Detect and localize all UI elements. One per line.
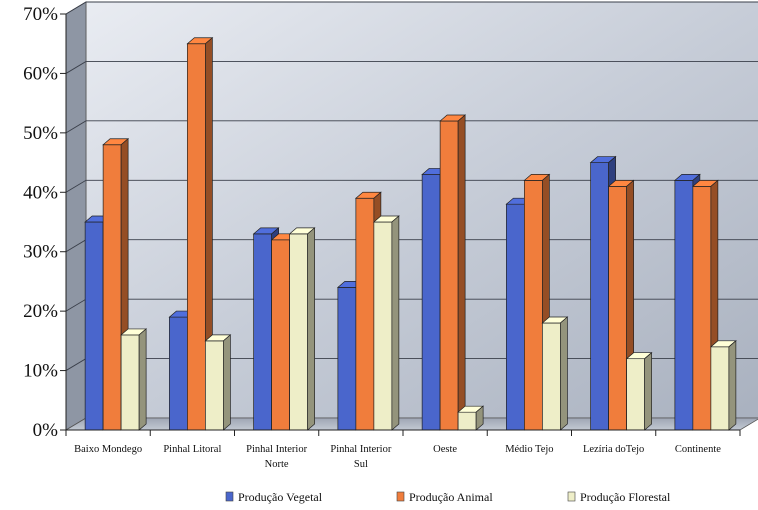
gridline bbox=[65, 60, 758, 74]
bar bbox=[186, 36, 214, 431]
gridline bbox=[65, 1, 758, 15]
x-category-label: Médio Tejo bbox=[505, 444, 553, 455]
legend-swatch bbox=[567, 491, 576, 502]
legend: Produção Vegetal Produção Animal Produção … bbox=[225, 490, 671, 504]
y-tick-label: 0% bbox=[33, 420, 59, 441]
bar bbox=[288, 227, 316, 431]
legend-item: Produção Vegetal bbox=[225, 490, 323, 504]
bar bbox=[457, 405, 485, 431]
legend-swatch bbox=[396, 491, 405, 502]
legend-label: Produção Animal bbox=[409, 490, 493, 504]
bars bbox=[84, 36, 737, 431]
y-axis-ticks: 0% 10% 20% 30% 40% 50% 60% 70% bbox=[23, 4, 67, 441]
x-category-label: Pinhal Interior bbox=[246, 444, 307, 455]
y-tick-label: 50% bbox=[23, 123, 58, 144]
legend-label: Produção Vegetal bbox=[238, 490, 323, 504]
gridline bbox=[65, 120, 758, 134]
x-category-label: Continente bbox=[675, 444, 721, 455]
legend-item: Produção Animal bbox=[396, 490, 493, 504]
y-tick-label: 70% bbox=[23, 4, 58, 25]
x-category-label: Baixo Mondego bbox=[74, 444, 142, 455]
bar bbox=[204, 334, 232, 431]
x-category-label: Pinhal Interior bbox=[330, 444, 391, 455]
side-wall bbox=[65, 1, 87, 431]
y-tick-label: 10% bbox=[23, 361, 58, 382]
bar bbox=[607, 179, 635, 431]
y-tick-label: 40% bbox=[23, 182, 58, 203]
x-category-label: Sul bbox=[354, 459, 368, 470]
x-category-label: Norte bbox=[265, 459, 289, 470]
bar bbox=[439, 114, 467, 431]
bar bbox=[709, 340, 737, 431]
legend-item: Produção Florestal bbox=[567, 490, 671, 504]
legend-swatch bbox=[225, 491, 234, 502]
bar bbox=[120, 328, 148, 431]
bar bbox=[625, 351, 653, 431]
bar bbox=[372, 215, 400, 431]
x-category-label: Oeste bbox=[433, 444, 457, 455]
bar bbox=[541, 316, 569, 431]
x-axis-categories: Baixo Mondego Pinhal Litoral Pinhal Interi… bbox=[65, 429, 741, 470]
y-tick-label: 30% bbox=[23, 242, 58, 263]
x-category-label: Pinhal Litoral bbox=[163, 444, 221, 455]
x-category-label: Lezíria doTejo bbox=[583, 444, 644, 455]
y-tick-label: 20% bbox=[23, 301, 58, 322]
y-tick-label: 60% bbox=[23, 63, 58, 84]
legend-label: Produção Florestal bbox=[580, 490, 671, 504]
